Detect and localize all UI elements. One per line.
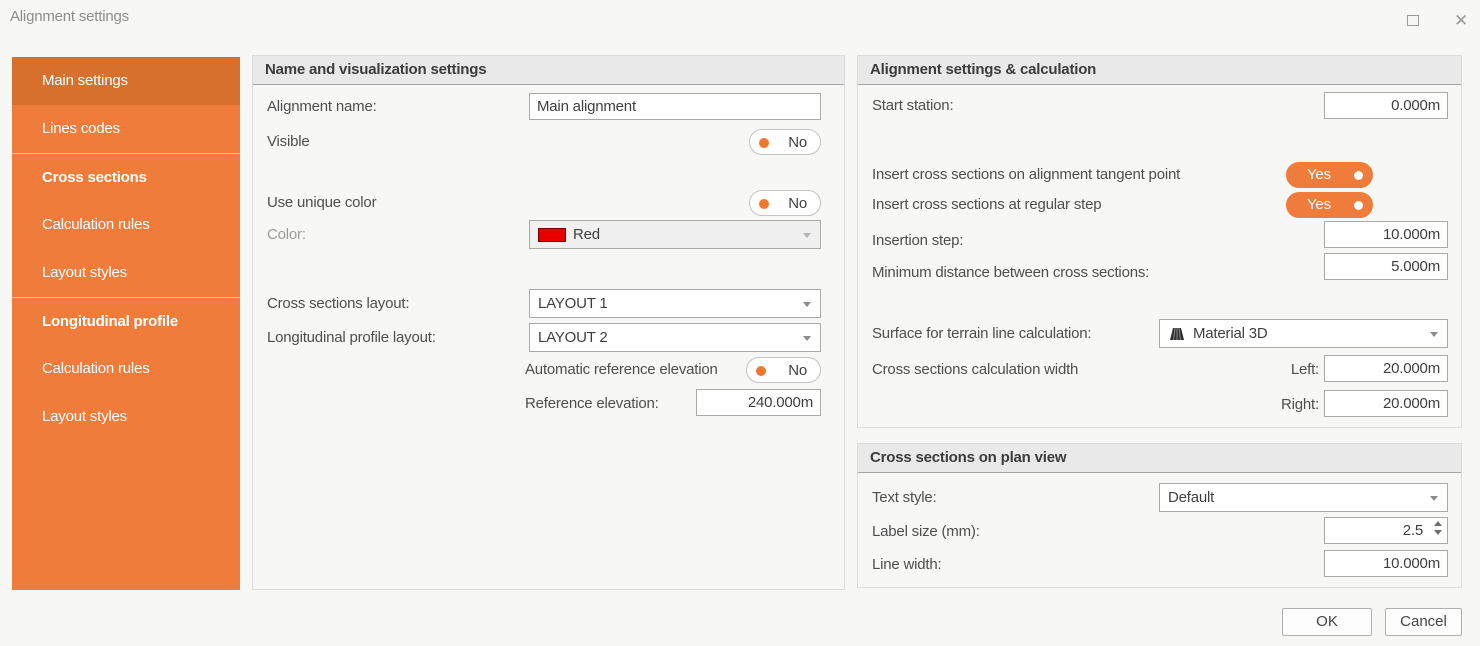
sidebar-item-calculation-rules-2[interactable]: Calculation rules: [42, 360, 150, 377]
chevron-down-icon: [1430, 496, 1438, 501]
min-distance-label: Minimum distance between cross sections:: [872, 264, 1150, 281]
line-width-input[interactable]: [1324, 550, 1448, 577]
calc-width-left-input[interactable]: [1324, 355, 1448, 382]
chevron-down-icon: [803, 233, 811, 238]
toggle-dot-icon: [759, 199, 769, 209]
reference-elevation-input[interactable]: [696, 389, 821, 416]
ok-button[interactable]: OK: [1282, 608, 1372, 636]
toggle-state-label: Yes: [1307, 196, 1331, 213]
start-station-label: Start station:: [872, 97, 954, 114]
cross-sections-layout-dropdown[interactable]: LAYOUT 1: [529, 289, 821, 318]
use-unique-color-label: Use unique color: [267, 194, 377, 211]
insert-tangent-toggle[interactable]: Yes: [1286, 162, 1373, 188]
visible-toggle[interactable]: No: [749, 129, 821, 155]
calc-width-label: Cross sections calculation width: [872, 361, 1079, 378]
alignment-name-input[interactable]: [529, 93, 821, 120]
surface-terrain-value: Material 3D: [1193, 325, 1268, 342]
maximize-button[interactable]: [1398, 9, 1428, 31]
longitudinal-profile-layout-value: LAYOUT 2: [538, 329, 608, 346]
color-label: Color:: [267, 226, 306, 243]
text-style-label: Text style:: [872, 489, 937, 506]
cross-sections-layout-label: Cross sections layout:: [267, 295, 410, 312]
sidebar-item-layout-styles-2[interactable]: Layout styles: [42, 408, 127, 425]
use-unique-color-toggle[interactable]: No: [749, 190, 821, 216]
panel-title: Cross sections on plan view: [858, 444, 1461, 473]
toggle-state-label: No: [788, 195, 807, 212]
surface-terrain-label: Surface for terrain line calculation:: [872, 325, 1092, 342]
close-button[interactable]: ✕: [1446, 9, 1476, 31]
name-visualization-panel: Name and visualization settings Alignmen…: [252, 55, 845, 590]
sidebar: Main settings Lines codes Cross sections…: [12, 57, 240, 590]
toggle-dot-icon: [1354, 171, 1363, 180]
longitudinal-profile-layout-dropdown[interactable]: LAYOUT 2: [529, 323, 821, 352]
spin-down-icon[interactable]: [1434, 530, 1442, 535]
chevron-down-icon: [1430, 332, 1438, 337]
toggle-state-label: Yes: [1307, 166, 1331, 183]
text-style-dropdown[interactable]: Default: [1159, 483, 1448, 512]
cancel-button[interactable]: Cancel: [1385, 608, 1462, 636]
reference-elevation-label: Reference elevation:: [525, 395, 659, 412]
cross-sections-layout-value: LAYOUT 1: [538, 295, 608, 312]
chevron-down-icon: [803, 336, 811, 341]
alignment-name-label: Alignment name:: [267, 98, 377, 115]
insert-tangent-label: Insert cross sections on alignment tange…: [872, 166, 1181, 183]
visible-label: Visible: [267, 133, 310, 150]
spinner-arrows[interactable]: [1434, 521, 1442, 535]
sidebar-item-main-settings[interactable]: Main settings: [12, 57, 240, 105]
insertion-step-label: Insertion step:: [872, 232, 964, 249]
red-color-swatch-icon: [538, 227, 566, 242]
label-size-spinner: [1324, 517, 1448, 544]
surface-terrain-dropdown[interactable]: Material 3D: [1159, 319, 1448, 348]
panel-title: Name and visualization settings: [253, 56, 844, 85]
toggle-dot-icon: [1354, 201, 1363, 210]
text-style-value: Default: [1168, 489, 1215, 506]
toggle-dot-icon: [756, 366, 766, 376]
color-dropdown[interactable]: Red: [529, 220, 821, 249]
longitudinal-profile-layout-label: Longitudinal profile layout:: [267, 329, 436, 346]
insertion-step-input[interactable]: [1324, 221, 1448, 248]
calc-width-right-input[interactable]: [1324, 390, 1448, 417]
maximize-icon: [1407, 14, 1419, 26]
sidebar-item-cross-sections[interactable]: Cross sections: [12, 153, 240, 201]
toggle-state-label: No: [788, 362, 807, 379]
close-icon: ✕: [1453, 10, 1469, 30]
label-size-input[interactable]: [1324, 517, 1448, 544]
automatic-reference-elevation-toggle[interactable]: No: [746, 357, 821, 383]
min-distance-input[interactable]: [1324, 253, 1448, 280]
spin-up-icon[interactable]: [1434, 521, 1442, 526]
calc-width-right-label: Right:: [1281, 396, 1319, 413]
window-title: Alignment settings: [10, 8, 129, 25]
sidebar-item-lines-codes[interactable]: Lines codes: [42, 120, 120, 137]
calc-width-left-label: Left:: [1290, 361, 1319, 378]
alignment-calculation-panel: Alignment settings & calculation Start s…: [857, 55, 1462, 428]
toggle-state-label: No: [788, 134, 807, 151]
color-value: Red: [573, 226, 600, 243]
toggle-dot-icon: [759, 138, 769, 148]
automatic-reference-elevation-label: Automatic reference elevation: [525, 361, 718, 378]
plan-view-panel: Cross sections on plan view Text style: …: [857, 443, 1462, 588]
chevron-down-icon: [803, 302, 811, 307]
panel-title: Alignment settings & calculation: [858, 56, 1461, 85]
line-width-label: Line width:: [872, 556, 942, 573]
start-station-input[interactable]: [1324, 92, 1448, 119]
insert-regular-step-toggle[interactable]: Yes: [1286, 192, 1373, 218]
label-size-label: Label size (mm):: [872, 523, 980, 540]
sidebar-item-longitudinal-profile[interactable]: Longitudinal profile: [12, 297, 240, 345]
sidebar-item-layout-styles-1[interactable]: Layout styles: [42, 264, 127, 281]
sidebar-item-calculation-rules-1[interactable]: Calculation rules: [42, 216, 150, 233]
material-3d-icon: [1170, 327, 1184, 340]
insert-regular-step-label: Insert cross sections at regular step: [872, 196, 1102, 213]
